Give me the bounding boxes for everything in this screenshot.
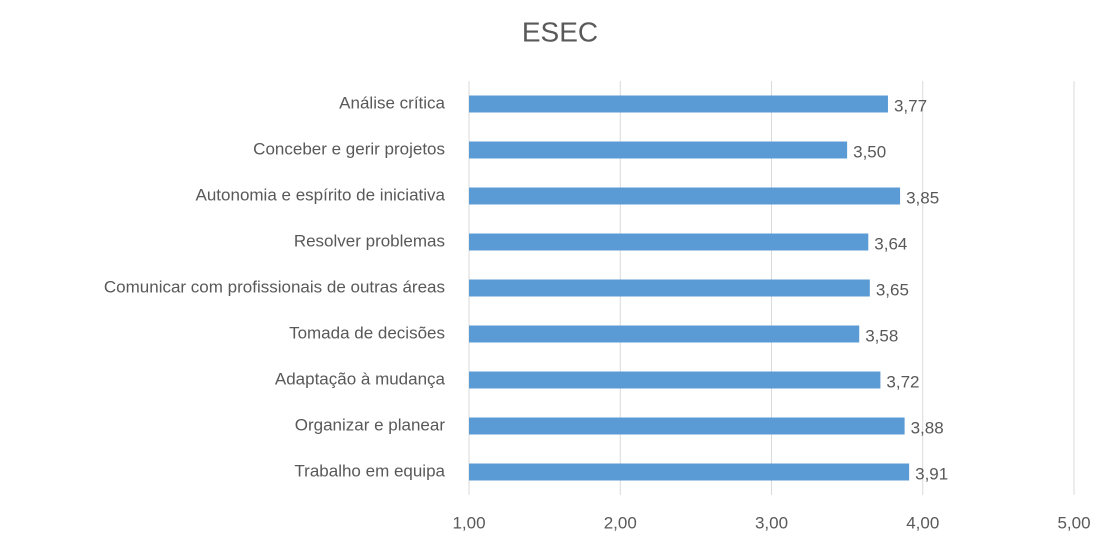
data-label: 3,77 — [894, 96, 927, 115]
x-tick-label: 3,00 — [755, 513, 788, 532]
data-label: 3,91 — [915, 464, 948, 483]
bar — [469, 233, 869, 251]
bar — [469, 371, 881, 389]
y-tick-label: Tomada de decisões — [289, 323, 445, 342]
bar — [469, 463, 910, 481]
bar — [469, 95, 888, 113]
bar — [469, 325, 860, 343]
x-tick-label: 4,00 — [906, 513, 939, 532]
y-tick-label: Organizar e planear — [295, 415, 446, 434]
data-label: 3,65 — [876, 280, 909, 299]
x-tick-label: 2,00 — [604, 513, 637, 532]
y-tick-label: Análise crítica — [339, 93, 445, 112]
y-tick-label: Autonomia e espírito de iniciativa — [196, 185, 446, 204]
chart-title: ESEC — [522, 16, 598, 47]
bar — [469, 417, 905, 435]
x-tick-label: 5,00 — [1057, 513, 1090, 532]
data-label: 3,50 — [853, 142, 886, 161]
y-tick-label: Resolver problemas — [294, 231, 445, 250]
y-tick-label: Comunicar com profissionais de outras ár… — [104, 277, 445, 296]
data-label: 3,85 — [906, 188, 939, 207]
data-label: 3,64 — [874, 234, 907, 253]
bar — [469, 141, 848, 159]
bar — [469, 187, 901, 205]
data-label: 3,58 — [865, 326, 898, 345]
y-tick-label: Adaptação à mudança — [275, 369, 446, 388]
y-tick-label: Trabalho em equipa — [294, 461, 445, 480]
bar — [469, 279, 870, 297]
y-tick-label: Conceber e gerir projetos — [253, 139, 445, 158]
data-label: 3,72 — [886, 372, 919, 391]
x-tick-label: 1,00 — [452, 513, 485, 532]
data-label: 3,88 — [911, 418, 944, 437]
